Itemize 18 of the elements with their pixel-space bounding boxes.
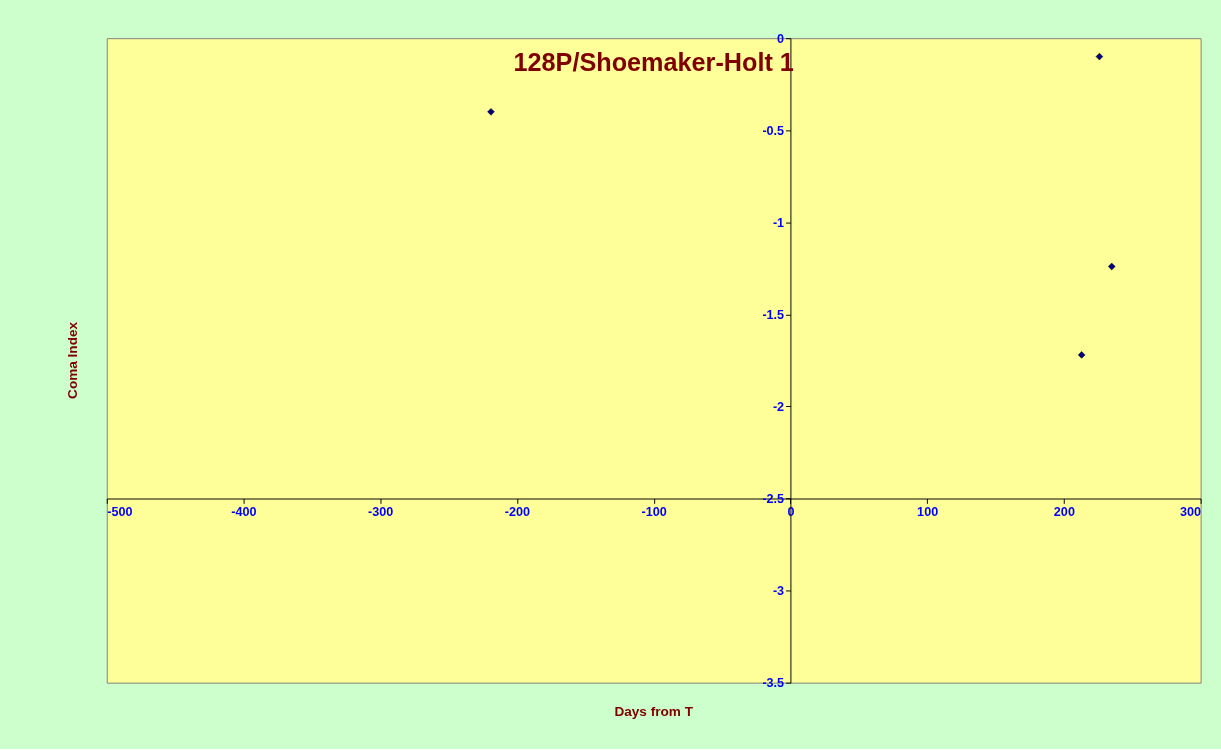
x-tick-label: 300 [1180,504,1202,519]
x-tick-label: -300 [368,504,394,519]
y-tick-label: -1 [772,215,785,230]
x-tick-label: -500 [107,504,133,519]
y-tick-label: -3 [772,583,785,598]
x-tick-label: -200 [504,504,531,519]
y-tick-label: -1.5 [762,307,785,322]
y-tick-label: 0 [777,31,785,46]
y-axis-title: Coma Index [64,321,80,399]
y-tick-label: -2.5 [762,491,785,506]
y-tick-label: -3.5 [762,676,785,691]
x-axis-title: Days from T [614,703,694,719]
x-tick-label: -400 [231,504,257,519]
y-tick-label: -0.5 [762,123,785,138]
x-tick-label: 200 [1053,504,1075,519]
x-tick-label: -100 [641,504,667,519]
x-tick-label: 100 [917,504,939,519]
y-tick-label: -2 [772,399,785,414]
